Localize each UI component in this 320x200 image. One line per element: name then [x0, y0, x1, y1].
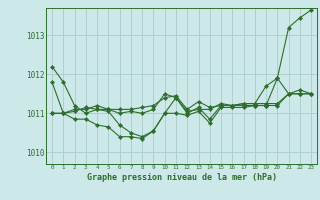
X-axis label: Graphe pression niveau de la mer (hPa): Graphe pression niveau de la mer (hPa)	[87, 173, 276, 182]
